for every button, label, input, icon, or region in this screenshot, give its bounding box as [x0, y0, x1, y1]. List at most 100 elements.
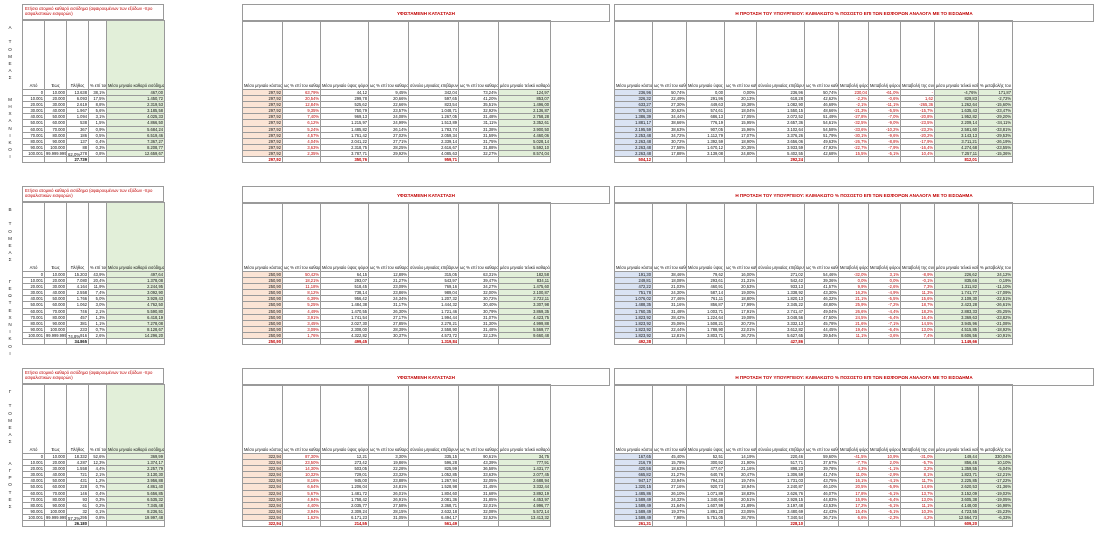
cell: 99.999.999: [44, 149, 67, 158]
table-row: 0 10.000 13.638 38,1% 467,00: [22, 88, 165, 97]
cell: -12,21%: [978, 471, 1013, 479]
table-row: 1.076,02 27,46% 761,11 18,80% 1.820,13 46,32%…: [614, 295, 1013, 303]
column-header: Από: [22, 20, 45, 90]
cell: -33,81%: [978, 125, 1013, 133]
column-header: ως % επί του καθαρού εισοδήματος: [458, 202, 499, 272]
column-header: Από: [22, 202, 45, 272]
column-header: μέσο μηνιαίο τελικό καθαρό εισόδημα (στη…: [498, 20, 551, 90]
table-row: 322,94 3,94% 2.309,24 28,15% 2.632,18 32,08% 5…: [242, 507, 551, 515]
side-label-char: [0, 453, 20, 460]
side-label-char: Α: [8, 432, 12, 438]
cell: -15,36%: [978, 149, 1013, 158]
total-cell: 427,86: [756, 338, 805, 346]
total-cell: [498, 520, 551, 528]
total-cell: [868, 520, 901, 528]
total-cell: 504,12: [614, 156, 653, 164]
table-row: 2.253,48 34,72% 1.112,79 17,07% 3.376,26 51,7…: [614, 131, 1013, 139]
total-cell: [282, 156, 321, 164]
total-cell: [458, 520, 499, 528]
total-cell: 1.319,84: [408, 338, 459, 346]
column-header: σύνολο μηνιαίας επιβάρυνσης (ασφαλιστικέ…: [756, 20, 805, 90]
total-cell: [804, 338, 839, 346]
table-row: 326,32 22,49% 291,96 20,13% 618,28 42,62% -2,2…: [614, 95, 1013, 103]
total-row: 322,94 214,55 561,49: [242, 520, 551, 528]
table-row: 297,92 12,84% 525,62 22,66% 823,54 35,51% 1.49…: [242, 101, 551, 109]
column-header: Μέσο μηνιαίο ύψος φόρου φυσικού προσώπου: [320, 20, 369, 90]
table-row: 70.001 80.000 186 0,5% 6.519,46: [22, 131, 165, 139]
total-cell: [282, 520, 321, 528]
column-header: Μεταβολή φόρου φυσικού προσώπου: [868, 202, 901, 272]
column-header: Μέσο μηνιαίο κόστος συνολικών ασφαλιστικ…: [614, 384, 653, 454]
total-cell: [22, 520, 45, 528]
left-header: Ετήσιο ατομικό καθαρό εισόδημα (αφαιρουμ…: [22, 186, 164, 202]
column-header: ως % επί του καθαρού εισοδήματος: [652, 384, 687, 454]
total-cell: [44, 338, 67, 346]
column-header: Μέσο μηνιαίο κόστος συνολικών ασφαλιστικ…: [242, 202, 283, 272]
column-header: Μέσο μηνιαίο κόστος συνολικών ασφαλιστικ…: [614, 20, 653, 90]
cell: -23,47%: [978, 107, 1013, 115]
header-row: Μέσο μηνιαίο κόστος συνολικών ασφαλιστικ…: [242, 384, 551, 454]
total-cell: [498, 338, 551, 346]
column-header: Πλήθος: [66, 202, 89, 272]
column-header: μέσο μηνιαίο τελικό καθαρό εισόδημα (στη…: [498, 384, 551, 454]
cell: -11,10%: [978, 283, 1013, 291]
total-row: 504,12 292,24 812,01: [614, 156, 1013, 164]
side-label-char: Α: [8, 460, 12, 466]
table-row: 90.001 100.000 88 0,3% 8.208,77: [22, 143, 165, 151]
side-label-char: Μ: [8, 96, 12, 102]
total-cell: [868, 338, 901, 346]
column-header: ως % επί του καθαρού εισοδήματος: [652, 20, 687, 90]
table-row: 40.001 50.000 1.766 5,0% 3.929,43: [22, 295, 165, 303]
side-label-char: [0, 446, 20, 453]
side-label-char: Α: [8, 250, 12, 256]
section-3: Γ Τ Ο Μ Ε Α Σ Α Γ Ρ Ο Τ Ε Σ Ετήσιο ατομικό καθαρό εισό…: [0, 368, 1094, 548]
column-header: ως % επί του καθαρού εισοδήματος: [282, 20, 321, 90]
total-cell: [724, 520, 757, 528]
total-cell: [804, 156, 839, 164]
table-row: 947,17 23,94% 794,24 19,74% 1.731,03 43,75% 16…: [614, 477, 1013, 485]
column-header: ως % επί του καθαρού εισοδήματος: [804, 384, 839, 454]
cell: -21,08%: [978, 319, 1013, 327]
total-cell: 292,24: [756, 156, 805, 164]
side-label-char: Ι: [9, 350, 11, 356]
column-header: Έως: [44, 202, 67, 272]
side-label-char: Α: [8, 25, 12, 30]
table-row: 420,56 18,63% 477,67 21,16% 898,23 39,78% 4,3%…: [614, 465, 1013, 473]
total-cell: [44, 520, 67, 528]
column-header: Μέσο μηνιαίο ύψος φόρου φυσικού προσώπου: [320, 202, 369, 272]
total-cell: [368, 156, 409, 164]
table-row: 665,82 21,27% 640,76 20,47% 1.306,59 41,74% 11…: [614, 471, 1013, 479]
cell: -17,09%: [978, 289, 1013, 297]
total-cell: [498, 156, 551, 164]
side-label-char: Ε: [8, 242, 12, 248]
total-cell: 214,55: [320, 520, 369, 528]
column-header: ως % επί του καθαρού εισοδήματος: [724, 202, 757, 272]
column-header: Μεταβολή της συνολικής επιβάρυνσης: [900, 20, 935, 90]
header-row: Μέσο μηνιαίο κόστος συνολικών ασφαλιστικ…: [242, 202, 551, 272]
column-header: Μεταβολή φόρου φυσικού προσώπου: [868, 384, 901, 454]
cell: 330,04%: [978, 452, 1013, 461]
total-cell: [88, 338, 107, 346]
side-label-char: Β: [8, 207, 12, 212]
side-label-char: Τ: [8, 300, 12, 306]
column-header: Έως: [44, 384, 67, 454]
table-row: 1.823,92 28,42% 1.224,64 19,08% 3.048,56 47,5…: [614, 313, 1013, 321]
column-header: ως % επί του καθαρού εισοδήματος: [804, 20, 839, 90]
column-header: Μέσο μηνιαίο ύψος φόρου φυσικού προσώπου: [686, 202, 725, 272]
side-label-char: Ι: [9, 329, 11, 335]
column-header: Μέσο μηνιαίο ύψος φόρου φυσικού προσώπου: [686, 20, 725, 90]
side-label-char: Γ: [8, 278, 12, 284]
cell: -34,11%: [978, 119, 1013, 127]
cell: -25,25%: [978, 307, 1013, 315]
column-header: % μεταβολής του καθαρού τελικού εισοδήμα…: [978, 20, 1013, 90]
table-row: 472,22 21,03% 460,91 20,53% 933,13 41,57% 9,9%…: [614, 283, 1013, 291]
column-header: Μέσο μηνιαίο καθαρό εισόδημα (αφαιρουμέν…: [106, 384, 165, 454]
column-header: μέσο μηνιαίο τελικό καθαρό εισόδημα (στη…: [934, 20, 979, 90]
total-cell: [900, 338, 935, 346]
proposal-table: Μέσο μηνιαίο κόστος συνολικών ασφαλιστικ…: [614, 20, 1013, 164]
header-row: Μέσο μηνιαίο κόστος συνολικών ασφαλιστικ…: [614, 384, 1013, 454]
column-header: ως % επί του καθαρού εισοδήματος: [724, 384, 757, 454]
